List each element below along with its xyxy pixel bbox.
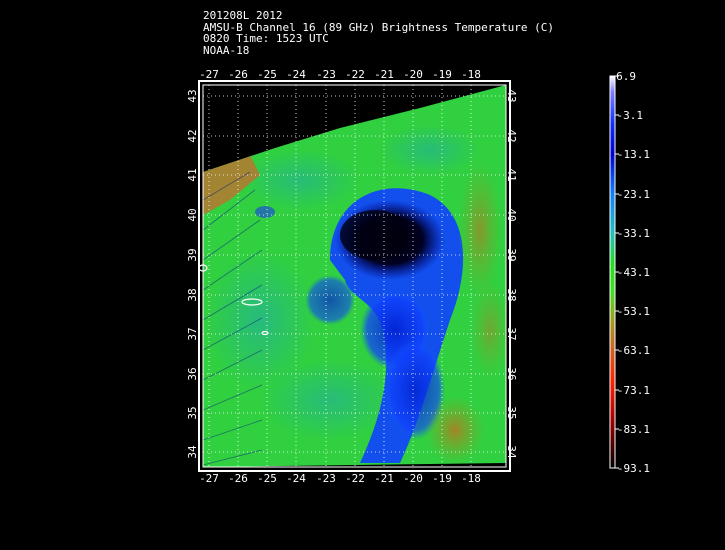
colorbar-label: -83.1 — [617, 423, 650, 436]
lat-label: 37 — [505, 327, 518, 340]
brightness-temperature-swath — [203, 85, 506, 467]
lat-label: 37 — [186, 327, 199, 340]
lat-label: 39 — [505, 248, 518, 261]
lon-label: -23 — [316, 68, 336, 81]
lon-label: -19 — [432, 472, 452, 485]
latitude-labels-left: 43 42 41 40 39 38 37 36 35 34 — [186, 89, 199, 458]
latitude-labels-right: 43 42 41 40 39 38 37 36 35 34 — [505, 89, 518, 459]
longitude-labels-bottom: -27 -26 -25 -24 -23 -22 -21 -20 -19 -18 — [199, 472, 481, 485]
colorbar-label: -73.1 — [617, 384, 650, 397]
longitude-labels-top: -27 -26 -25 -24 -23 -22 -21 -20 -19 -18 — [199, 68, 481, 81]
lat-label: 36 — [186, 367, 199, 380]
lat-label: 35 — [186, 406, 199, 419]
lon-label: -21 — [374, 68, 394, 81]
lat-label: 41 — [186, 168, 199, 181]
lat-label: 38 — [505, 288, 518, 301]
lon-label: -20 — [403, 472, 423, 485]
lat-label: 43 — [505, 89, 518, 102]
lat-label: 35 — [505, 406, 518, 419]
lon-label: -24 — [286, 472, 306, 485]
observation-time: 0820 Time: 1523 UTC — [203, 32, 329, 45]
lat-label: 42 — [505, 129, 518, 142]
colorbar-gradient — [609, 75, 616, 469]
colorbar-label: -53.1 — [617, 305, 650, 318]
colorbar-label: 6.9 — [616, 70, 636, 83]
lat-label: 40 — [505, 208, 518, 221]
lat-label: 42 — [186, 129, 199, 142]
product-title: AMSU-B Channel 16 (89 GHz) Brightness Te… — [203, 20, 554, 34]
map-frame — [198, 80, 511, 472]
lon-label: -26 — [228, 68, 248, 81]
colorbar-label: -33.1 — [617, 227, 650, 240]
colorbar-labels: 6.9 -3.1 -13.1 -23.1 -33.1 -43.1 -53.1 -… — [616, 70, 650, 475]
lat-label: 39 — [186, 248, 199, 261]
lat-label: 40 — [186, 208, 199, 221]
lon-label: -27 — [199, 472, 219, 485]
lon-label: -25 — [257, 68, 277, 81]
satellite-name: NOAA-18 — [203, 43, 250, 57]
colorbar-ticks — [615, 75, 619, 469]
colorbar: 6.9 -3.1 -13.1 -23.1 -33.1 -43.1 -53.1 -… — [609, 70, 650, 475]
lon-label: -26 — [228, 472, 248, 485]
lon-label: -21 — [374, 472, 394, 485]
lat-label: 36 — [505, 367, 518, 380]
colorbar-label: -3.1 — [617, 109, 644, 122]
lon-label: -22 — [345, 68, 365, 81]
colorbar-label: -93.1 — [617, 462, 650, 475]
colorbar-label: -63.1 — [617, 344, 650, 357]
lon-label: -22 — [345, 472, 365, 485]
storm-id-year: 201208L 2012 — [203, 9, 283, 22]
lon-label: -19 — [432, 68, 452, 81]
colorbar-label: -23.1 — [617, 188, 650, 201]
lon-label: -27 — [199, 68, 219, 81]
lon-label: -24 — [286, 68, 306, 81]
title-block: 201208L 2012 AMSU-B Channel 16 (89 GHz) … — [203, 10, 554, 56]
lat-label: 43 — [186, 89, 199, 102]
lon-label: -20 — [403, 68, 423, 81]
lon-label: -18 — [461, 472, 481, 485]
lat-label: 34 — [505, 445, 518, 459]
lon-label: -23 — [316, 472, 336, 485]
colorbar-label: -13.1 — [617, 148, 650, 161]
lon-label: -18 — [461, 68, 481, 81]
colorbar-label: -43.1 — [617, 266, 650, 279]
lon-label: -25 — [257, 472, 277, 485]
lat-label: 38 — [186, 288, 199, 301]
lat-lon-grid — [203, 85, 506, 467]
lat-label: 34 — [186, 445, 199, 459]
lat-label: 41 — [505, 168, 518, 181]
